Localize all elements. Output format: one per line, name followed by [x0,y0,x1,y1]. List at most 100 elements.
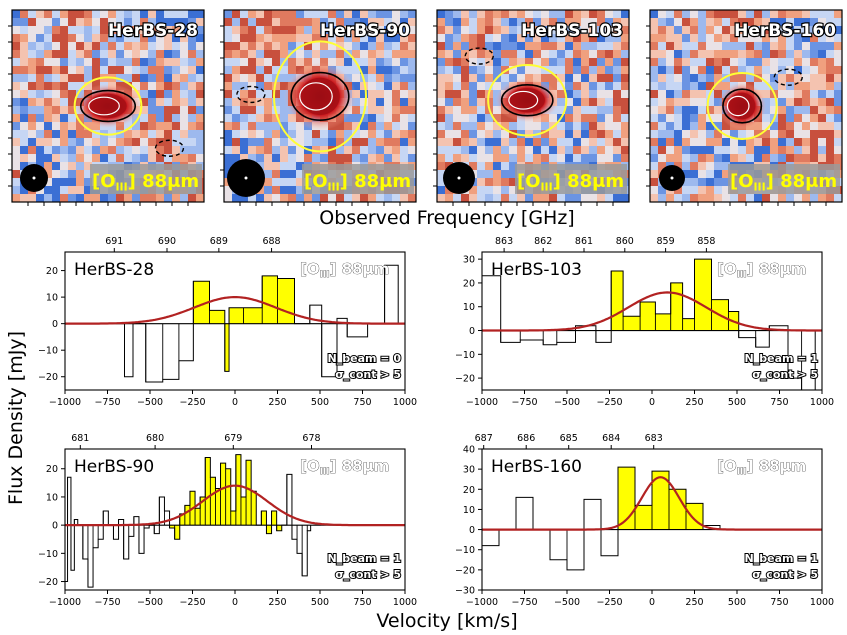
map-pixel [754,26,763,35]
map-pixel [188,26,197,35]
map-pixel [461,42,470,51]
map-pixel [573,82,582,91]
map-pixel [84,154,93,163]
map-pixel [589,58,598,67]
map-pixel [565,146,574,155]
map-pixel [613,34,622,43]
map-pixel [232,114,241,123]
map-pixel [296,186,305,195]
map-pixel [437,58,446,67]
map-pixel [28,58,37,67]
map-pixel [549,146,558,155]
map-pixel [28,82,37,91]
map-pixel [180,130,189,139]
map-pixel [573,90,582,99]
map-pixel [196,50,205,59]
map-pixel [738,66,747,75]
map-pixel [352,18,361,27]
map-pixel [384,138,393,147]
map-pixel [810,66,819,75]
map-pixel [810,50,819,59]
map-pixel [376,58,385,67]
map-pixel [92,42,101,51]
map-pixel [148,58,157,67]
map-pixel [714,162,723,171]
map-pixel [180,34,189,43]
map-pixel [392,82,401,91]
map-pixel [674,130,683,139]
map-pixel [272,18,281,27]
map-pixel [68,66,77,75]
map-pixel [248,114,257,123]
map-pixel [156,66,165,75]
map-pixel [746,130,755,139]
map-pixel [272,34,281,43]
map-pixel [248,194,257,203]
map-pixel [408,138,417,147]
map-pixel [682,122,691,131]
spectrum-bin-fill [210,477,216,526]
map-pixel [650,34,659,43]
map-pixel [445,50,454,59]
map-pixel [674,138,683,147]
map-pixel [690,82,699,91]
map-pixel [565,114,574,123]
map-pixel [240,114,249,123]
map-pixel [541,58,550,67]
map-pixel [453,98,462,107]
map-pixel [392,122,401,131]
map-pixel [517,10,526,19]
map-pixel [288,58,297,67]
x-tick-label: −250 [179,597,205,608]
map-pixel [738,18,747,27]
map-pixel [68,90,77,99]
map-pixel [826,18,835,27]
map-pixel [786,122,795,131]
map-pixel [84,162,93,171]
map-pixel [100,42,109,51]
map-pixel [148,138,157,147]
map-pixel [605,138,614,147]
map-pixel [573,194,582,203]
map-pixel [746,26,755,35]
map-pixel [256,194,265,203]
map-pixel [581,154,590,163]
x-tick-label: −1000 [49,597,81,608]
map-pixel [501,74,510,83]
contour-positive [80,89,137,123]
map-pixel [682,98,691,107]
map-pixel [541,34,550,43]
map-pixel [453,66,462,75]
map-pixel [296,122,305,131]
map-pixel [698,114,707,123]
map-pixel [44,130,53,139]
map-pixel [589,90,598,99]
map-pixel [794,146,803,155]
map-pixel [445,66,454,75]
map-pixel [52,10,61,19]
map-pixel [621,138,630,147]
map-pixel [533,26,542,35]
map-pixel [280,138,289,147]
map-pixel [445,26,454,35]
map-pixel [352,90,361,99]
map-pixel [621,130,630,139]
spectrum-bin-fill [200,496,206,526]
map-pixel [52,170,61,179]
map-pixel [597,10,606,19]
map-pixel [188,138,197,147]
map-pixel [786,154,795,163]
map-pixel [196,138,205,147]
map-pixel [549,18,558,27]
map-pixel [674,106,683,115]
map-pixel [224,74,233,83]
map-pixel [384,114,393,123]
map-pixel [188,114,197,123]
map-pixel [280,162,289,171]
map-pixel [834,50,843,59]
map-pixel [304,26,313,35]
map-pixel [621,146,630,155]
map-pixel [485,154,494,163]
map-pixel [196,90,205,99]
map-pixel [445,82,454,91]
